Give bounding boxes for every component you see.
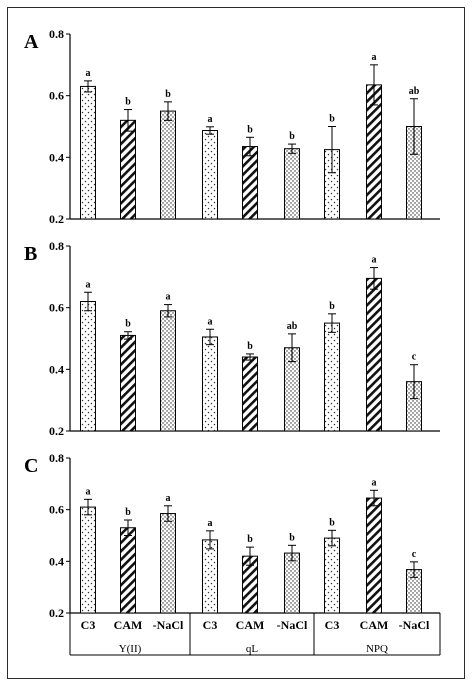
significance-letter: a <box>372 52 377 63</box>
significance-letter: c <box>412 549 417 560</box>
x-category-label: -NaCl <box>277 618 308 632</box>
bar-nacl-1 <box>160 110 176 220</box>
bar-cam-2 <box>242 146 258 220</box>
y-tick-label: 0.2 <box>49 606 64 620</box>
significance-letter: b <box>329 301 335 312</box>
significance-letter: b <box>289 532 295 543</box>
y-tick-label: 0.2 <box>49 212 64 226</box>
significance-letter: a <box>372 477 377 488</box>
bar-cam-1 <box>120 119 136 220</box>
bar-c3-3 <box>324 322 340 432</box>
significance-letter: ab <box>409 86 420 97</box>
panel-label: B <box>24 243 37 265</box>
significance-letter: b <box>329 517 335 528</box>
bar-c3-2 <box>202 539 218 614</box>
bar-cam-1 <box>120 527 136 614</box>
x-group-label: Y(II) <box>119 643 142 655</box>
x-group-label: NPQ <box>366 643 388 655</box>
significance-letter: b <box>329 114 335 125</box>
y-tick-label: 0.4 <box>49 554 64 568</box>
bar-cam-3 <box>366 497 382 614</box>
significance-letter: a <box>372 255 377 266</box>
bar-nacl-2 <box>284 552 300 614</box>
x-category-label: CAM <box>360 618 389 632</box>
x-category-label: CAM <box>236 618 265 632</box>
significance-letter: a <box>208 114 213 125</box>
y-tick-label: 0.8 <box>49 239 64 253</box>
bar-c3-2 <box>202 336 218 432</box>
bar-c3-1 <box>80 506 96 614</box>
x-category-label: C3 <box>203 618 218 632</box>
bar-c3-2 <box>202 130 218 220</box>
bar-cam-2 <box>242 356 258 432</box>
significance-letter: b <box>247 341 253 352</box>
panel-label: A <box>24 31 39 53</box>
significance-letter: c <box>412 352 417 363</box>
y-tick-label: 0.4 <box>49 362 64 376</box>
significance-letter: b <box>165 89 171 100</box>
y-tick-label: 0.6 <box>49 301 64 315</box>
significance-letter: b <box>125 97 131 108</box>
significance-letter: b <box>125 319 131 330</box>
significance-letter: a <box>208 518 213 529</box>
bar-c3-3 <box>324 537 340 614</box>
x-category-label: -NaCl <box>399 618 430 632</box>
y-tick-label: 0.8 <box>49 451 64 465</box>
y-tick-label: 0.6 <box>49 503 64 517</box>
bar-c3-1 <box>80 85 96 220</box>
significance-letter: a <box>86 68 91 79</box>
x-category-label: CAM <box>114 618 143 632</box>
significance-letter: b <box>289 131 295 142</box>
significance-letter: a <box>166 493 171 504</box>
y-tick-label: 0.6 <box>49 89 64 103</box>
significance-letter: a <box>86 486 91 497</box>
significance-letter: b <box>125 507 131 518</box>
x-category-label: C3 <box>81 618 96 632</box>
significance-letter: a <box>208 316 213 327</box>
x-category-label: C3 <box>325 618 340 632</box>
y-tick-label: 0.4 <box>49 150 64 164</box>
significance-letter: ab <box>287 321 298 332</box>
bar-nacl-2 <box>284 148 300 220</box>
bar-cam-3 <box>366 277 382 432</box>
significance-letter: b <box>247 534 253 545</box>
x-group-label: qL <box>246 643 259 655</box>
bar-cam-1 <box>120 334 136 432</box>
significance-letter: b <box>247 124 253 135</box>
significance-letter: a <box>166 292 171 303</box>
figure-frame <box>7 7 465 679</box>
y-tick-label: 0.2 <box>49 424 64 438</box>
y-tick-label: 0.8 <box>49 27 64 41</box>
bar-nacl-1 <box>160 310 176 432</box>
significance-letter: a <box>86 279 91 290</box>
x-category-label: -NaCl <box>153 618 184 632</box>
panel-label: C <box>24 455 38 477</box>
bar-nacl-1 <box>160 513 176 614</box>
bar-c3-1 <box>80 301 96 432</box>
